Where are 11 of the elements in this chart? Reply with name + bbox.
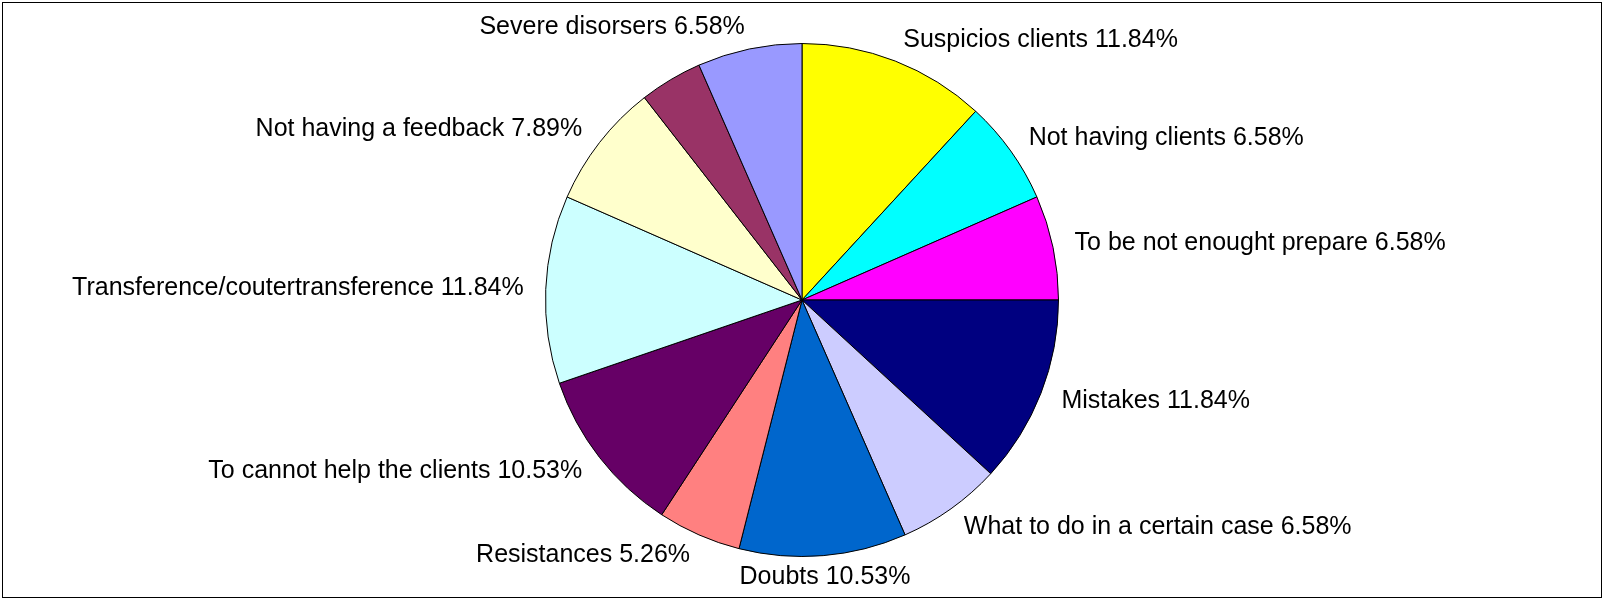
slice-label: Mistakes 11.84%: [1061, 385, 1250, 414]
slice-label: What to do in a certain case 6.58%: [963, 510, 1352, 539]
slice-label: Transference/coutertransference 11.84%: [72, 272, 524, 301]
slice-label: Severe disorsers 6.58%: [479, 11, 745, 40]
slice-label: To cannot help the clients 10.53%: [208, 454, 583, 483]
slice-label: Not having clients 6.58%: [1028, 122, 1304, 151]
slice-label: Suspicios clients 11.84%: [903, 24, 1178, 53]
slice-label: Not having a feedback 7.89%: [255, 112, 583, 141]
slice-label: Doubts 10.53%: [739, 561, 911, 590]
slice-label: Resistances 5.26%: [476, 538, 691, 567]
slice-label: To be not enought prepare 6.58%: [1074, 226, 1446, 255]
